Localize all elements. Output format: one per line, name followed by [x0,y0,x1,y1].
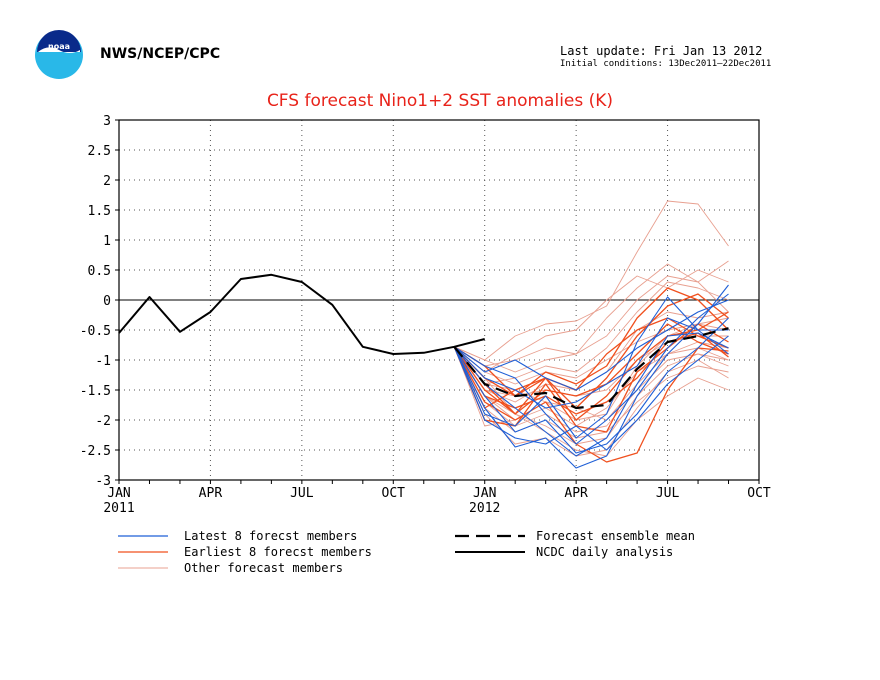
y-tick-label: 0 [103,294,111,309]
initial-conditions: Initial conditions: 13Dec2011–22Dec2011 [560,59,772,69]
x-tick-year-label: 2012 [469,501,500,516]
analysis-line [118,273,485,355]
latest-member-line [453,317,729,454]
x-tick-label: OCT [747,486,771,501]
latest-member-line [453,299,729,391]
latest-member-line [453,293,729,445]
x-tick-label: JUL [290,486,314,501]
y-tick-label: -1 [95,354,111,369]
chart-title: CFS forecast Nino1+2 SST anomalies (K) [266,91,614,111]
y-tick-label: 2 [103,174,111,189]
other-member-line [454,200,729,361]
latest-members [453,284,729,469]
y-tick-label: 1 [103,234,111,249]
y-tick-label: 0.5 [88,264,111,279]
y-tick-label: -0.5 [80,324,111,339]
x-tick-year-label: 2011 [103,501,134,516]
last-update: Last update: Fri Jan 13 2012 [560,44,763,58]
earliest-member-line [453,332,729,415]
x-tick-label: OCT [382,486,406,501]
legend-label-latest: Latest 8 forecst members [184,529,357,543]
legend-label-mean: Forecast ensemble mean [536,529,695,543]
x-tick-label: APR [564,486,588,501]
earliest-member-line [453,293,729,415]
earliest-member-line [453,317,729,397]
legend-label-analysis: NCDC daily analysis [536,545,673,559]
logo-text: noaa [48,42,70,51]
y-tick-label: 1.5 [88,204,111,219]
y-tick-label: 3 [103,114,111,129]
latest-member-line [453,317,729,409]
latest-member-line [453,335,729,451]
x-tick-label: JUL [656,486,680,501]
y-tick-label: -3 [95,474,111,489]
gridlines [119,120,759,480]
x-tick-label: APR [199,486,223,501]
earliest-members [453,287,729,463]
other-member-line [453,260,729,367]
legend-label-other: Other forecast members [184,561,343,575]
y-tick-label: -2 [95,414,111,429]
earliest-member-line [453,323,729,433]
x-tick-label: JAN [107,486,130,501]
other-member-line [454,275,729,373]
earliest-member-line [453,287,729,397]
y-tick-label: 2.5 [88,144,111,159]
noaa-logo: noaa [35,30,83,79]
latest-member-line [453,284,729,469]
latest-member-line [453,332,729,457]
main-lines [118,273,729,410]
org-name: NWS/NCEP/CPC [100,46,221,62]
earliest-member-line [453,346,729,463]
y-tick-label: -1.5 [80,384,111,399]
x-tick-label: JAN [473,486,496,501]
latest-member-line [453,296,729,439]
ensemble-mean-line [453,327,729,410]
y-axis: -3 -2.5 -2 -1.5 -1 -0.5 0 0.5 1 1.5 2 2.5 3 [80,114,119,489]
legend-label-earliest: Earliest 8 forecst members [184,545,372,559]
legend: Latest 8 forecst members Earliest 8 fore… [118,529,695,575]
y-tick-label: -2.5 [80,444,111,459]
